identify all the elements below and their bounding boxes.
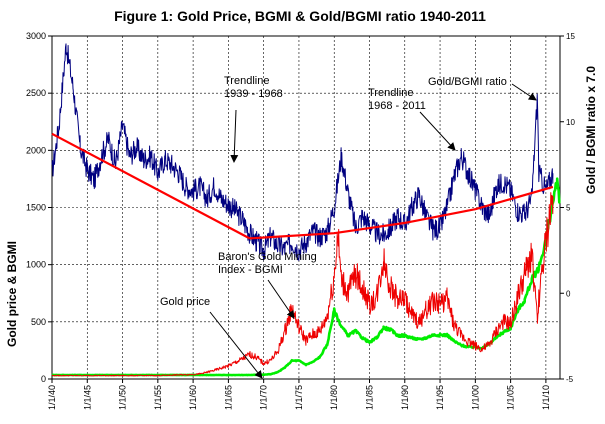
annotation-arrow [267, 279, 295, 319]
x-tick-label: 1/1/95 [435, 385, 445, 410]
annotation-text-line: Gold/BGMI ratio [428, 76, 507, 88]
annotation-text-line: Baron's Gold Mining [218, 251, 317, 263]
annotation-text-line: 1968 - 2011 [368, 100, 426, 112]
y2-tick-label: 10 [566, 118, 575, 127]
annotation-arrow [419, 111, 456, 151]
x-tick-label: 1/1/60 [188, 385, 198, 410]
annotation-text: Gold price [160, 296, 210, 308]
y2-axis-label: Gold / BGMI ratio x 7.0 [584, 66, 598, 194]
annotation-text-line: Trendline [368, 87, 413, 99]
annotation-arrow [209, 311, 263, 379]
x-tick-label: 1/1/40 [47, 385, 57, 410]
annotation-text: Gold/BGMI ratio [428, 76, 507, 88]
x-tick-label: 1/1/00 [470, 385, 480, 410]
y-tick-label: 1000 [26, 260, 46, 270]
series-line-trendline-1968-2011 [249, 185, 554, 240]
annotation-text-line: Index - BGMI [218, 264, 283, 276]
x-tick-label: 1/1/70 [259, 385, 269, 410]
y2-tick-label: 5 [566, 204, 571, 213]
chart-title: Figure 1: Gold Price, BGMI & Gold/BGMI r… [114, 8, 486, 24]
annotations: Trendline 1939 - 1968 Trendline 1968 - 2011… [160, 75, 537, 379]
annotation-text-line: Gold price [160, 296, 210, 308]
x-tick-label: 1/1/80 [329, 385, 339, 410]
y-tick-label: 3000 [26, 31, 46, 41]
series-line-trendline-1939-1968 [51, 132, 251, 240]
x-tick-label: 1/1/10 [541, 385, 551, 410]
x-axis-ticks: 1/1/40 1/1/45 1/1/50 1/1/55 1/1/60 1/1/65 1/1/… [47, 379, 551, 410]
x-tick-label: 1/1/75 [294, 385, 304, 410]
x-tick-label: 1/1/55 [153, 385, 163, 410]
annotation-text-line: Trendline [224, 75, 269, 87]
y-tick-label: 1500 [26, 203, 46, 213]
x-tick-label: 1/1/50 [118, 385, 128, 410]
y2-tick-label: -5 [566, 375, 574, 384]
x-tick-label: 1/1/85 [365, 385, 375, 410]
y2-tick-label: 0 [566, 289, 571, 298]
annotation-text: Trendline 1968 - 2011 [368, 87, 426, 112]
annotation-text-line: 1939 - 1968 [224, 88, 283, 100]
y-tick-label: 2000 [26, 145, 46, 155]
left-axis-ticks: 0 500 1000 1500 2000 2500 3000 [26, 31, 52, 384]
annotation-text: Baron's Gold Mining Index - BGMI [218, 251, 317, 276]
annotation-arrow [511, 83, 537, 101]
series-layer [51, 43, 561, 377]
y-tick-label: 2500 [26, 88, 46, 98]
annotation-text: Trendline 1939 - 1968 [224, 75, 283, 100]
series-line-gold-bgmi-ratio [51, 43, 554, 261]
y-axis-label: Gold price & BGMI [5, 241, 19, 347]
annotation-arrow [230, 109, 239, 163]
y-tick-label: 500 [31, 317, 46, 327]
x-tick-label: 1/1/65 [223, 385, 233, 410]
x-tick-label: 1/1/05 [506, 385, 516, 410]
right-axis-ticks: -5 0 5 10 15 [560, 32, 575, 384]
y2-tick-label: 15 [566, 32, 575, 41]
y-tick-label: 0 [41, 374, 46, 384]
x-tick-label: 1/1/45 [82, 385, 92, 410]
x-tick-label: 1/1/90 [400, 385, 410, 410]
series-line-baron-s-gold-mining-index-bgmi [51, 192, 554, 377]
